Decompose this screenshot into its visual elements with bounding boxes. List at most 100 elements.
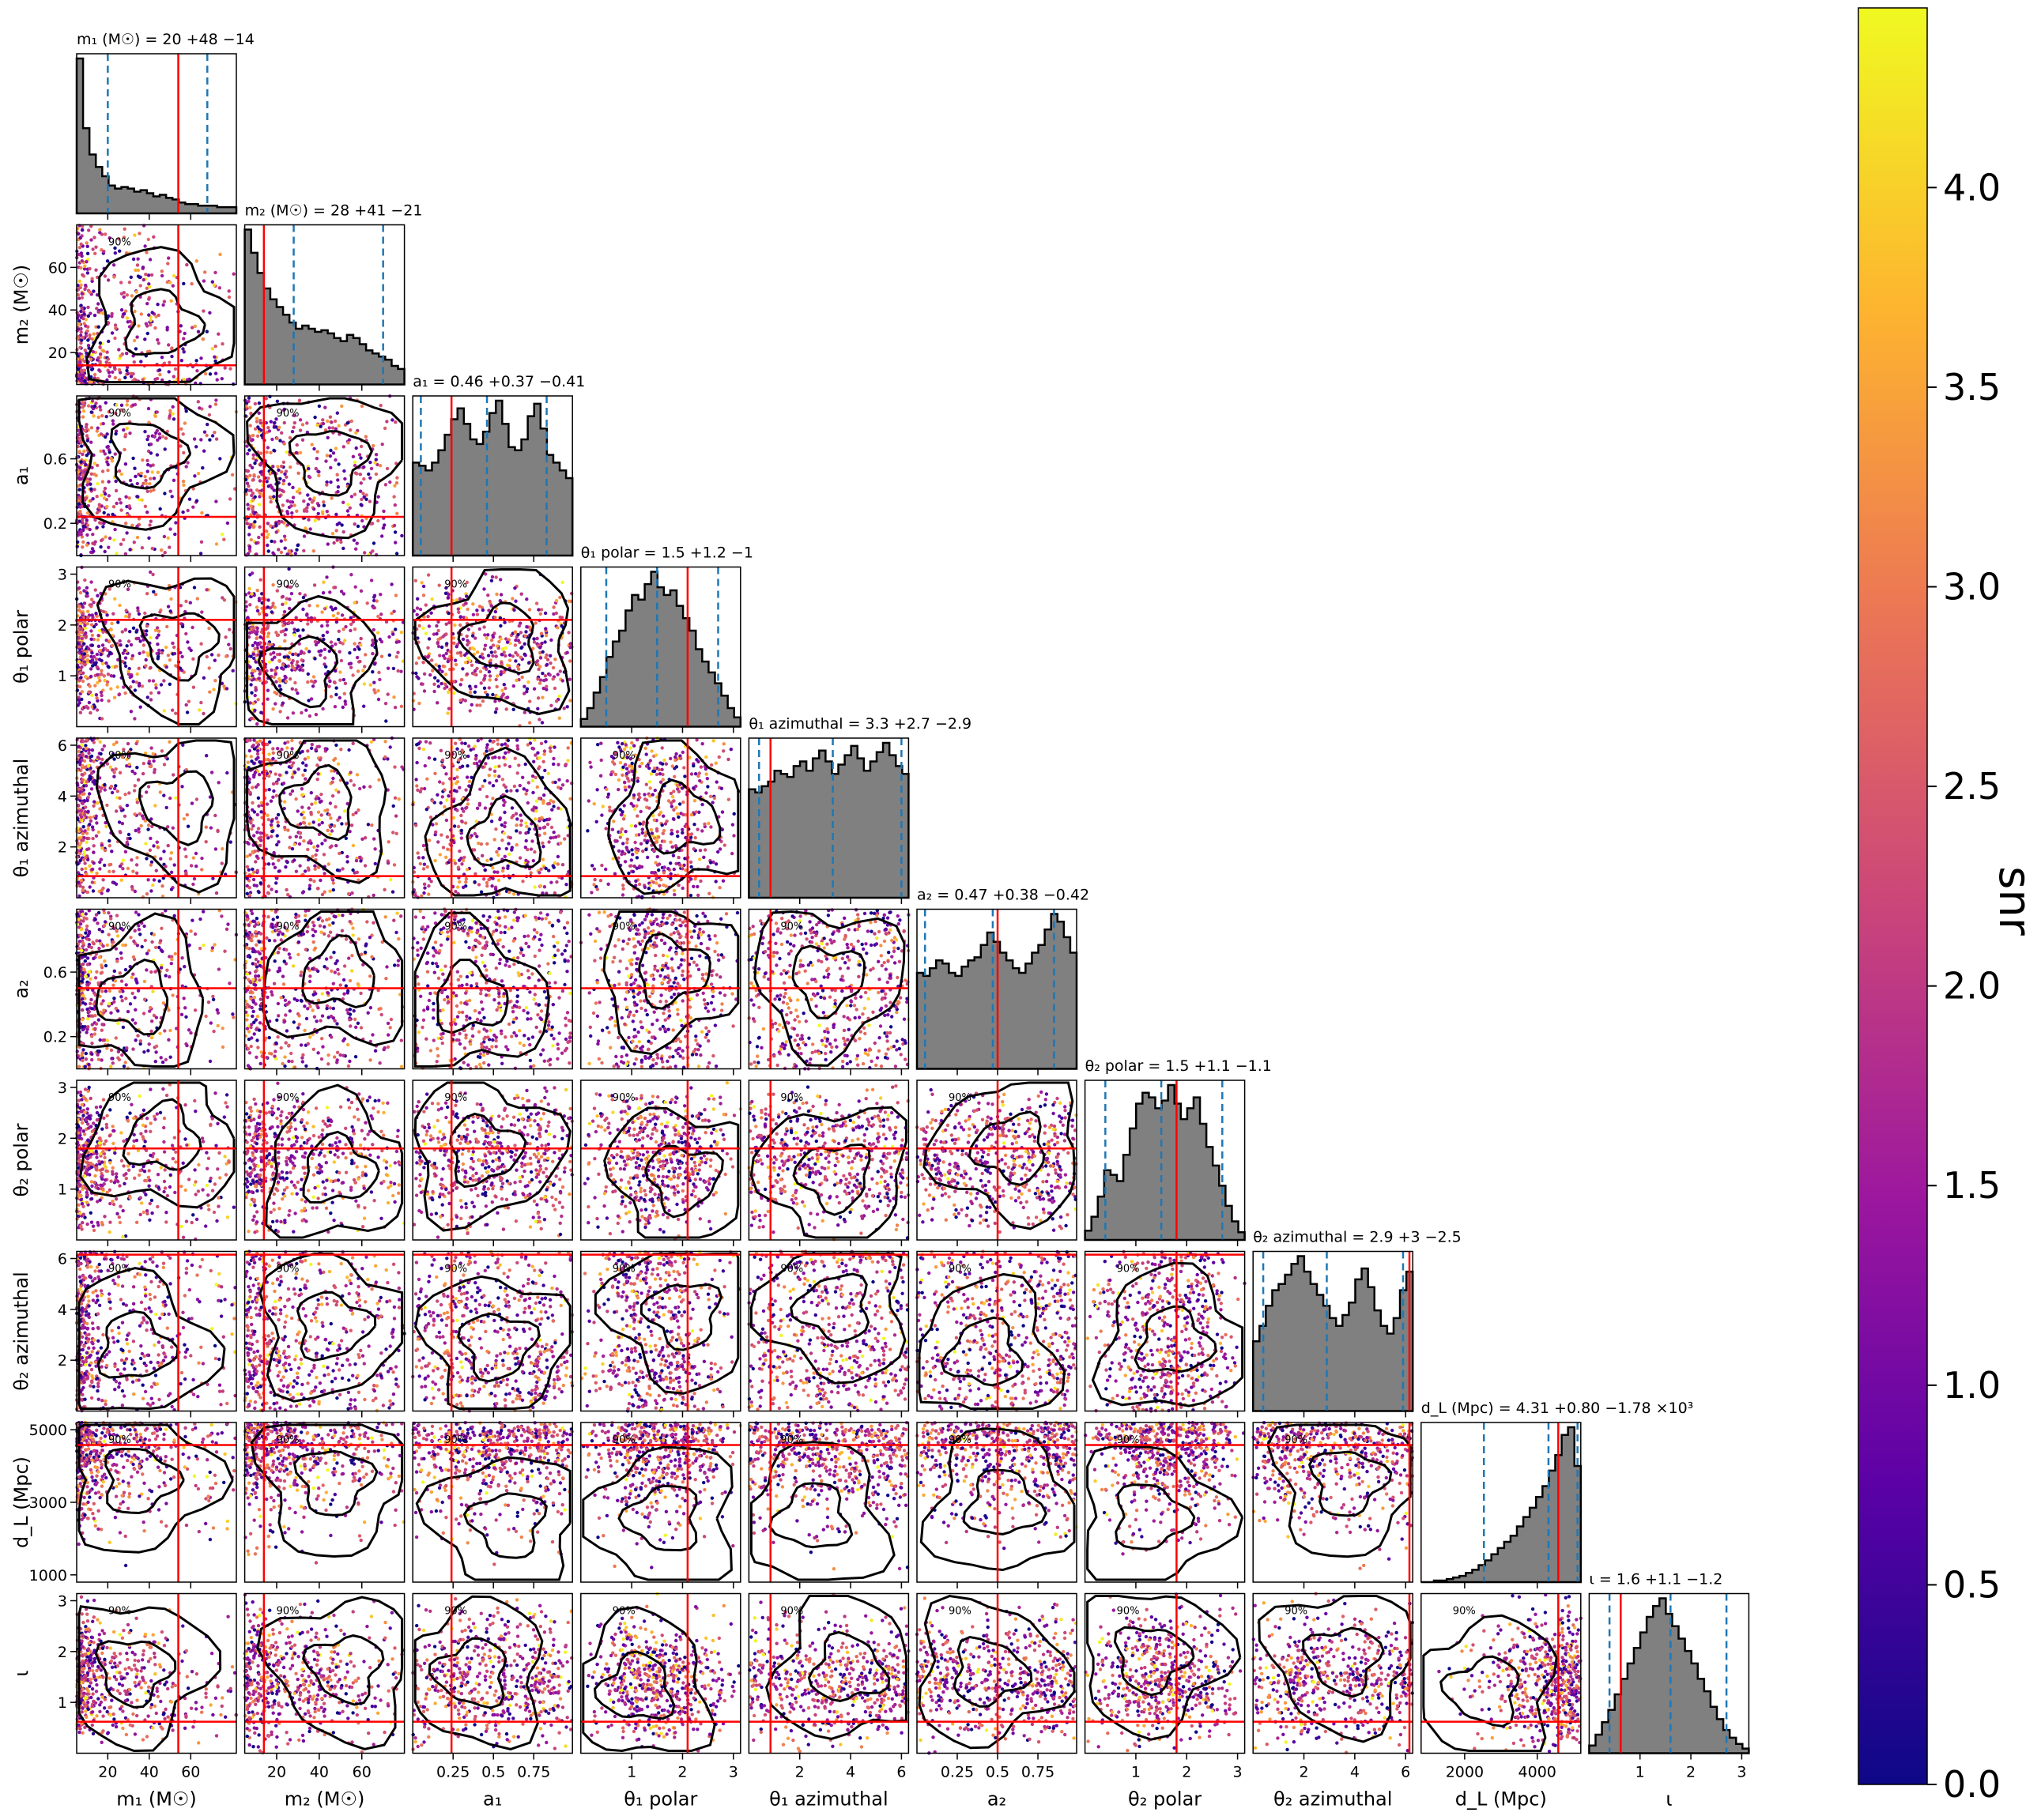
sample-point (81, 453, 84, 456)
sample-point (283, 610, 286, 613)
sample-point (266, 698, 269, 701)
sample-point (81, 374, 85, 377)
sample-point (259, 428, 262, 431)
sample-point (284, 547, 287, 550)
sample-point (83, 288, 86, 291)
sample-point (524, 821, 527, 824)
sample-point (441, 782, 444, 785)
sample-point (341, 867, 344, 870)
sample-point (343, 692, 346, 695)
sample-point (247, 448, 251, 451)
sample-point (353, 627, 357, 631)
sample-point (145, 511, 149, 514)
sample-point (283, 675, 286, 678)
sample-point (252, 657, 255, 660)
sample-point (272, 495, 275, 498)
sample-point (277, 548, 280, 551)
panel-frame (245, 396, 405, 556)
sample-point (270, 887, 273, 891)
sample-point (329, 449, 332, 452)
sample-point (546, 823, 549, 826)
sample-point (158, 880, 161, 883)
sample-point (246, 482, 249, 485)
sample-point (119, 807, 123, 810)
sample-point (184, 855, 187, 858)
sample-point (458, 880, 461, 884)
sample-point (99, 360, 102, 364)
scatter-points (75, 737, 238, 899)
sample-point (368, 461, 372, 464)
sample-point (331, 426, 334, 429)
sample-point (489, 857, 492, 861)
sample-point (466, 802, 470, 805)
sample-point (78, 645, 81, 648)
sample-point (283, 535, 286, 538)
sample-point (124, 628, 127, 631)
sample-point (83, 652, 86, 655)
sample-point (322, 591, 325, 594)
sample-point (84, 867, 87, 870)
sample-point (393, 524, 396, 527)
sample-point (429, 612, 432, 615)
sample-point (360, 590, 363, 593)
sample-point (258, 740, 262, 743)
sample-point (259, 810, 262, 813)
sample-point (89, 629, 92, 632)
sample-point (132, 680, 135, 683)
sample-point (497, 879, 500, 882)
sample-point (291, 430, 294, 433)
sample-point (506, 867, 509, 870)
sample-point (295, 870, 298, 873)
sample-point (488, 670, 491, 673)
sample-point (299, 428, 302, 431)
sample-point (174, 664, 177, 667)
sample-point (255, 831, 258, 834)
sample-point (92, 851, 95, 854)
sample-point (162, 679, 165, 682)
sample-point (111, 665, 114, 669)
sample-point (475, 703, 478, 707)
sample-point (105, 432, 108, 435)
sample-point (337, 638, 340, 641)
sample-point (334, 693, 338, 696)
sample-point (433, 772, 436, 775)
sample-point (141, 772, 145, 775)
sample-point (102, 349, 105, 352)
sample-point (256, 589, 259, 592)
contour-50 (139, 771, 213, 845)
sample-point (105, 351, 108, 354)
sample-point (391, 890, 394, 893)
sample-point (330, 845, 333, 848)
sample-point (93, 705, 96, 708)
sample-point (534, 806, 538, 809)
sample-point (77, 322, 81, 326)
sample-point (516, 654, 519, 657)
sample-point (252, 834, 255, 837)
sample-point (542, 793, 545, 797)
sample-point (556, 786, 560, 789)
sample-point (94, 816, 97, 820)
sample-point (559, 842, 562, 845)
sample-point (275, 437, 278, 440)
sample-point (172, 274, 175, 277)
sample-point (540, 632, 543, 635)
sample-point (258, 760, 261, 763)
sample-point (515, 738, 519, 741)
sample-point (323, 872, 326, 875)
sample-point (81, 631, 84, 634)
sample-point (503, 683, 506, 686)
sample-point (354, 586, 357, 589)
sample-point (217, 654, 220, 657)
sample-point (154, 415, 157, 418)
sample-point (483, 687, 486, 690)
sample-point (277, 840, 280, 843)
sample-point (101, 887, 104, 890)
sample-point (79, 650, 82, 654)
sample-point (281, 624, 285, 627)
sample-point (500, 838, 504, 842)
sample-point (320, 624, 323, 627)
sample-point (392, 695, 395, 699)
sample-point (156, 626, 159, 629)
sample-point (288, 483, 291, 486)
sample-point (102, 250, 105, 253)
